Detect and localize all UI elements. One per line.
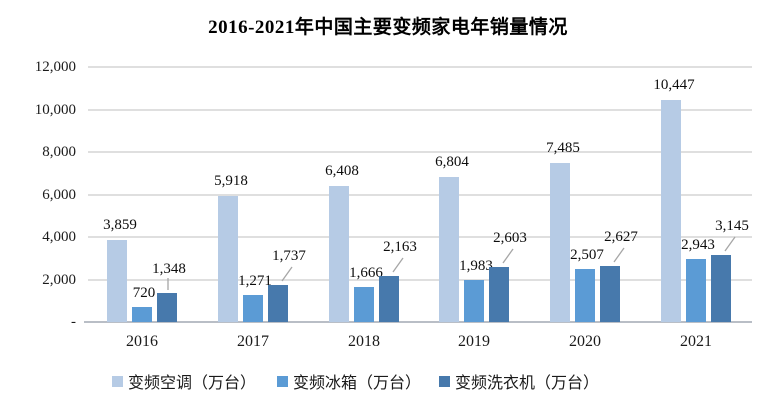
y-axis-tick-label: 4,000: [42, 229, 76, 245]
gridline-8000: [88, 151, 752, 153]
y-axis-tick-label: 6,000: [42, 186, 76, 203]
y-axis-tick-label: 8,000: [42, 144, 76, 160]
chart-legend: 变频空调（万台） 变频冰箱（万台） 变频洗衣机（万台）: [0, 369, 776, 395]
data-label-washing-machine-2021: 3,145: [715, 218, 749, 234]
bar-air-conditioner-2016: [107, 240, 127, 322]
x-axis-label-2018: 2018: [348, 333, 380, 350]
bar-washing-machine-2016: [157, 293, 177, 322]
legend-item-air-conditioner: 变频空调（万台）: [112, 369, 256, 393]
legend-item-fridge: 变频冰箱（万台）: [277, 369, 421, 393]
bar-air-conditioner-2019: [439, 177, 459, 322]
data-label-air-conditioner-2018: 6,408: [325, 163, 359, 179]
bar-washing-machine-2021: [711, 255, 731, 322]
legend-label-air-conditioner: 变频空调（万台）: [128, 375, 257, 392]
data-label-air-conditioner-2017: 5,918: [214, 173, 248, 189]
data-label-fridge-2016: 720: [132, 285, 156, 301]
legend-swatch-washing-machine: [439, 375, 450, 387]
legend-label-fridge: 变频冰箱（万台）: [293, 375, 422, 392]
data-label-fridge-2020: 2,507: [570, 247, 604, 263]
data-label-fridge-2021: 2,943: [681, 237, 715, 253]
bar-fridge-2016: [132, 307, 152, 322]
data-label-washing-machine-2019: 2,603: [493, 230, 527, 246]
x-axis-label-2017: 2017: [237, 333, 269, 350]
x-axis-label-2019: 2019: [458, 333, 490, 350]
bar-washing-machine-2020: [600, 266, 620, 322]
bar-fridge-2020: [575, 269, 595, 322]
bar-fridge-2017: [243, 295, 263, 322]
data-label-air-conditioner-2021: 10,447: [653, 77, 695, 93]
gridline-12000: [88, 66, 752, 68]
x-axis-line: [84, 321, 752, 323]
y-axis-tick-label: 12,000: [34, 59, 76, 75]
data-label-air-conditioner-2016: 3,859: [103, 217, 137, 233]
y-axis-tick-label: -: [71, 314, 76, 330]
legend-label-washing-machine: 变频洗衣机（万台）: [455, 375, 600, 392]
data-label-washing-machine-2016: 1,348: [152, 261, 186, 277]
data-label-washing-machine-2017: 1,737: [272, 248, 306, 264]
legend-item-washing-machine: 变频洗衣机（万台）: [439, 369, 599, 393]
bar-washing-machine-2017: [268, 285, 288, 322]
bar-air-conditioner-2017: [218, 196, 238, 322]
legend-swatch-air-conditioner: [112, 375, 123, 387]
data-label-air-conditioner-2019: 6,804: [435, 154, 469, 170]
bar-fridge-2019: [464, 280, 484, 322]
legend-swatch-fridge: [277, 375, 288, 387]
x-axis-label-2016: 2016: [126, 333, 158, 350]
data-label-fridge-2017: 1,271: [238, 273, 272, 289]
x-axis-label-2021: 2021: [680, 333, 712, 350]
bar-washing-machine-2018: [379, 276, 399, 322]
y-axis-tick-label: 2,000: [42, 271, 76, 288]
bar-air-conditioner-2020: [550, 163, 570, 322]
bar-fridge-2021: [686, 259, 706, 322]
chart-title: 2016-2021年中国主要变频家电年销量情况: [208, 17, 568, 38]
data-label-washing-machine-2018: 2,163: [383, 239, 417, 255]
bar-air-conditioner-2018: [329, 186, 349, 322]
data-label-fridge-2018: 1,666: [349, 265, 383, 281]
data-label-fridge-2019: 1,983: [459, 258, 493, 274]
data-label-air-conditioner-2020: 7,485: [546, 140, 580, 156]
data-label-washing-machine-2020: 2,627: [604, 229, 638, 245]
bar-washing-machine-2019: [489, 267, 509, 322]
bar-fridge-2018: [354, 287, 374, 322]
y-axis-tick-label: 10,000: [34, 101, 76, 118]
bar-air-conditioner-2021: [661, 100, 681, 322]
gridline-10000: [88, 108, 752, 111]
gridline-2000: [88, 278, 752, 281]
x-axis-label-2020: 2020: [569, 333, 601, 350]
gridline-4000: [88, 236, 752, 238]
gridline-6000: [88, 193, 752, 196]
